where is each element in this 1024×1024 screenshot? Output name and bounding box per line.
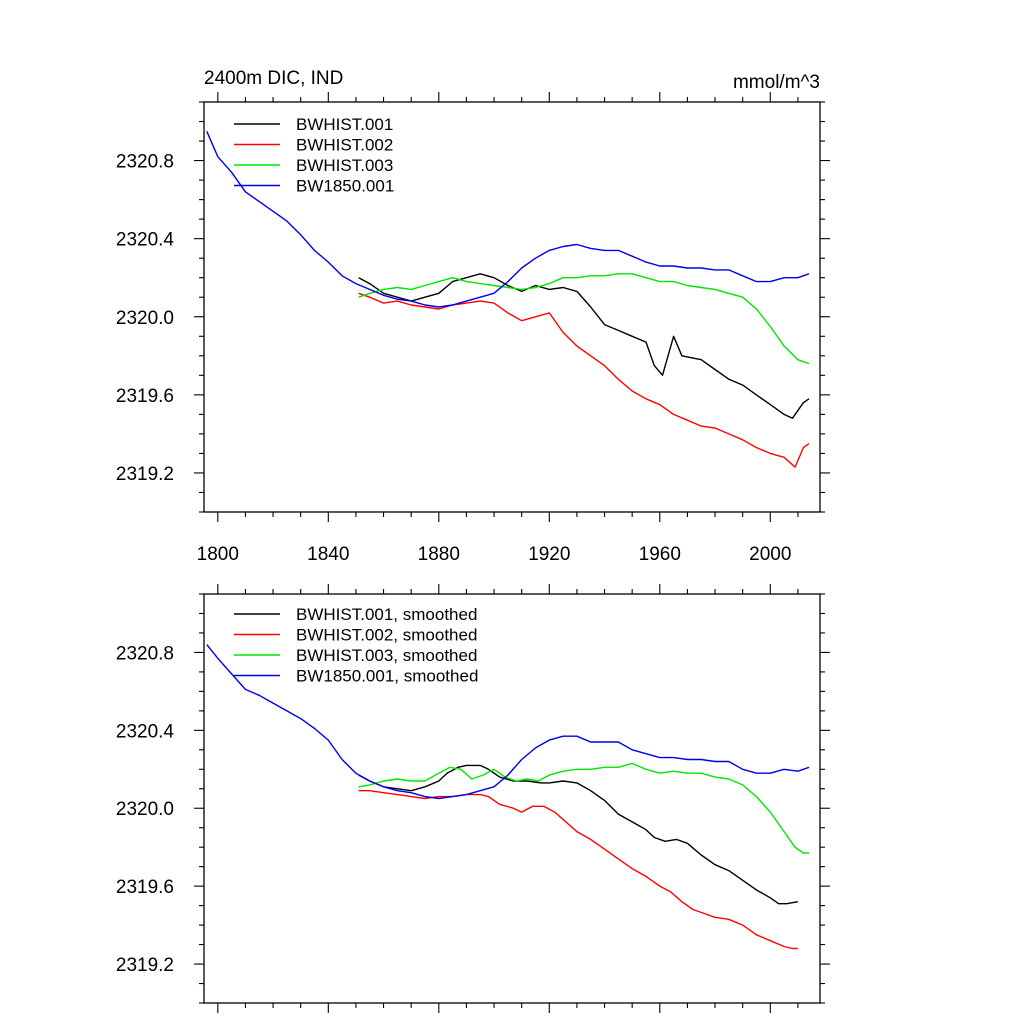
- x-tick-label: 1960: [639, 544, 681, 565]
- legend-label-0: BWHIST.001: [296, 115, 393, 134]
- series-line-0: [358, 764, 799, 905]
- plot-frame: [203, 101, 821, 513]
- y-tick-label: 2320.8: [116, 643, 174, 664]
- series-line-2: [358, 273, 810, 365]
- x-tick-label: 1880: [418, 544, 460, 565]
- y-tick-label: 2319.6: [116, 386, 174, 407]
- x-tick-label: 1840: [307, 544, 349, 565]
- legend-label-2: BWHIST.003: [296, 156, 393, 175]
- series-line-3: [206, 644, 810, 800]
- y-tick-label: 2320.4: [116, 230, 175, 251]
- bottom-panel: 2319.2 2319.6 2320.0 2320.4 2320.8 BWHIST.001…: [116, 584, 830, 1013]
- legend-label-3: BW1850.001: [296, 177, 394, 196]
- x-tick-label: 1800: [197, 544, 239, 565]
- legend-label-2: BWHIST.003, smoothed: [296, 646, 477, 665]
- series-line-0: [358, 273, 810, 419]
- units-label: mmol/m^3: [733, 72, 820, 93]
- chart-title: 2400m DIC, IND: [204, 68, 343, 89]
- legend-label-3: BW1850.001, smoothed: [296, 667, 478, 686]
- x-tick-label: 2000: [749, 544, 791, 565]
- y-tick-label: 2319.6: [116, 877, 174, 898]
- series-line-1: [358, 292, 810, 468]
- y-tick-label: 2320.0: [116, 308, 174, 329]
- y-tick-label: 2320.0: [116, 799, 174, 820]
- y-tick-label: 2319.2: [116, 955, 174, 976]
- y-tick-label: 2319.2: [116, 464, 174, 485]
- legend: BWHIST.001, smoothed BWHIST.002, smoothed…: [234, 605, 478, 686]
- legend-label-0: BWHIST.001, smoothed: [296, 605, 477, 624]
- legend-label-1: BWHIST.002: [296, 136, 393, 155]
- legend-label-1: BWHIST.002, smoothed: [296, 626, 477, 645]
- plot-frame: [203, 593, 821, 1004]
- top-panel: 2400m DIC, IND mmol/m^3 1800 1840 1880 1920…: [116, 68, 830, 565]
- x-tick-label: 1920: [528, 544, 570, 565]
- y-tick-label: 2320.4: [116, 721, 175, 742]
- series-line-2: [358, 762, 809, 854]
- y-tick-label: 2320.8: [116, 152, 174, 173]
- bottom-plot-area: 2319.2 2319.6 2320.0 2320.4 2320.8 BWHIST.001…: [116, 584, 830, 1013]
- top-plot-area: 1800 1840 1880 1920 1960 2000 2319.2 2319.6 2320…: [116, 92, 830, 565]
- series-line-1: [358, 790, 798, 950]
- series-line-3: [206, 131, 810, 308]
